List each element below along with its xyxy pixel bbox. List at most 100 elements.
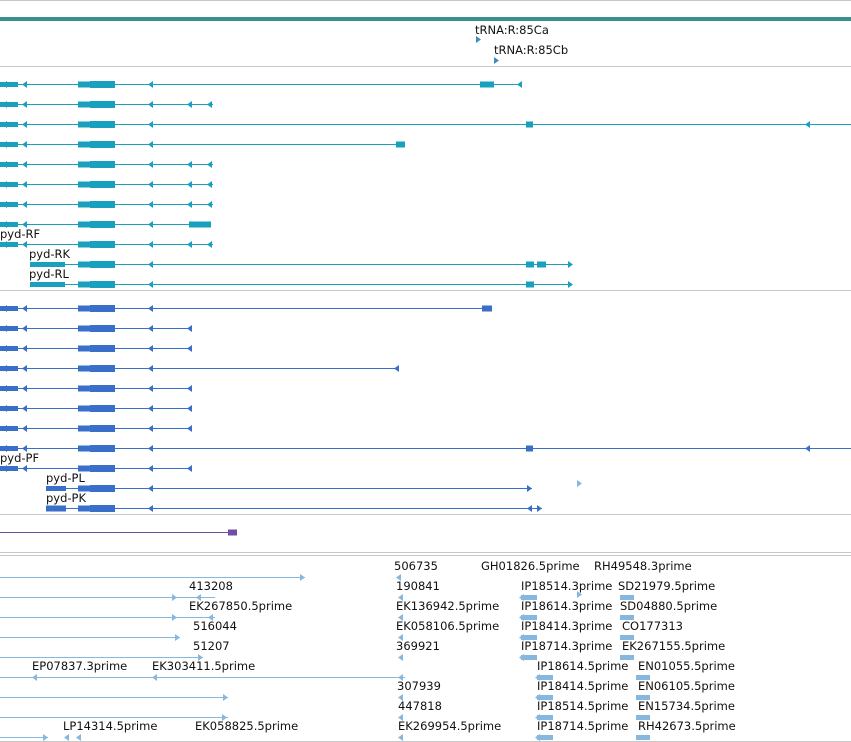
est-label[interactable]: EK269954.5prime (398, 719, 501, 733)
strand-arrow-left-icon (2, 241, 7, 248)
strand-arrow-left-icon (187, 465, 192, 472)
exon-block (526, 445, 533, 452)
track-divider (0, 552, 851, 553)
transcript-label[interactable]: pyd-PF (0, 451, 39, 465)
exon-block (78, 101, 90, 108)
strand-arrow-left-icon (187, 325, 192, 332)
exon-block (0, 446, 18, 451)
est-label[interactable]: EK058106.5prime (396, 619, 499, 633)
est-label[interactable]: IP18714.5prime (537, 719, 628, 733)
strand-arrow-left-icon (22, 221, 27, 228)
strand-arrow-left-icon (148, 405, 153, 412)
est-label[interactable]: EK303411.5prime (152, 659, 255, 673)
strand-arrow-left-icon (187, 385, 192, 392)
strand-arrow-left-icon (148, 81, 153, 88)
strand-arrow-left-icon (22, 241, 27, 248)
strand-arrow-left-icon (76, 734, 81, 741)
est-label[interactable]: EK267155.5prime (622, 639, 725, 653)
exon-block (90, 261, 115, 268)
est-label[interactable]: IP18514.5prime (537, 699, 628, 713)
est-label[interactable]: EK267850.5prime (189, 599, 292, 613)
est-block (537, 735, 553, 740)
exon-block (78, 81, 90, 88)
est-label[interactable]: IP18414.5prime (537, 679, 628, 693)
est-label[interactable]: IP18514.3prime (521, 579, 612, 593)
est-label[interactable]: 447818 (398, 699, 442, 713)
strand-arrow-left-icon (148, 261, 153, 268)
strand-arrow-right-icon (172, 594, 177, 601)
est-label[interactable]: 506735 (394, 559, 438, 573)
est-label[interactable]: 516044 (193, 619, 237, 633)
strand-arrow-left-icon (148, 181, 153, 188)
est-block (636, 715, 650, 720)
strand-arrow-left-icon (22, 121, 27, 128)
strand-arrow-left-icon (148, 241, 153, 248)
est-block (521, 595, 537, 600)
est-label[interactable]: 190841 (396, 579, 440, 593)
trna-feature-label[interactable]: tRNA:R:85Ca (475, 23, 549, 37)
est-label[interactable]: 307939 (397, 679, 441, 693)
est-label[interactable]: EK136942.5prime (396, 599, 499, 613)
strand-arrow-left-icon (2, 181, 7, 188)
transcript-label[interactable]: pyd-PL (46, 471, 85, 485)
strand-arrow-left-icon (32, 674, 37, 681)
est-label[interactable]: EP07837.3prime (32, 659, 127, 673)
est-label[interactable]: IP18614.5prime (537, 659, 628, 673)
strand-arrow-left-icon (187, 241, 192, 248)
exon-block (78, 505, 90, 512)
est-label[interactable]: SD21979.5prime (618, 579, 715, 593)
est-label[interactable]: RH42673.5prime (638, 719, 736, 733)
est-label[interactable]: RH49548.3prime (594, 559, 692, 573)
strand-arrow-right-icon (577, 591, 582, 598)
exon-block (78, 281, 90, 288)
strand-arrow-left-icon (535, 734, 540, 741)
trna-feature-label[interactable]: tRNA:R:85Cb (494, 43, 568, 57)
est-label[interactable]: EN01055.5prime (638, 659, 735, 673)
strand-arrow-right-icon (476, 36, 481, 43)
transcript-label[interactable]: pyd-RF (0, 227, 40, 241)
transcript-label[interactable]: pyd-PK (46, 491, 86, 505)
exon-block (0, 162, 18, 167)
strand-arrow-right-icon (300, 574, 305, 581)
est-label[interactable]: IP18714.3prime (521, 639, 612, 653)
est-label[interactable]: 51207 (193, 639, 230, 653)
est-label[interactable]: 413208 (189, 579, 233, 593)
exon-block (46, 505, 66, 512)
track-divider (0, 514, 851, 515)
exon-block (90, 345, 115, 352)
est-label[interactable]: GH01826.5prime (481, 559, 580, 573)
exon-block (90, 281, 115, 288)
strand-arrow-left-icon (22, 141, 27, 148)
est-label[interactable]: IP18414.3prime (521, 619, 612, 633)
strand-arrow-left-icon (207, 181, 212, 188)
transcript-label[interactable]: pyd-RK (29, 247, 71, 261)
exon-block (90, 221, 115, 228)
exon-block (78, 325, 90, 332)
est-label[interactable]: IP18614.3prime (521, 599, 612, 613)
est-label[interactable]: EK058825.5prime (195, 719, 298, 733)
ruler-bar (0, 17, 851, 18)
est-label[interactable]: 369921 (396, 639, 440, 653)
est-label[interactable]: EN06105.5prime (638, 679, 735, 693)
strand-arrow-left-icon (2, 141, 7, 148)
strand-arrow-left-icon (187, 405, 192, 412)
exon-block (78, 141, 90, 148)
exon-block (90, 121, 115, 128)
est-block (636, 675, 650, 680)
est-label[interactable]: EN15734.5prime (638, 699, 735, 713)
strand-arrow-right-icon (172, 614, 177, 621)
est-label[interactable]: SD04880.5prime (620, 599, 717, 613)
exon-block (396, 141, 405, 148)
est-label[interactable]: CO177313 (622, 619, 683, 633)
exon-block (90, 465, 115, 472)
transcript-label[interactable]: pyd-RL (29, 267, 70, 281)
strand-arrow-left-icon (22, 345, 27, 352)
strand-arrow-left-icon (398, 734, 403, 741)
exon-block (0, 406, 18, 411)
strand-arrow-right-icon (537, 505, 542, 512)
est-block (521, 615, 537, 620)
est-label[interactable]: LP14314.5prime (63, 719, 157, 733)
strand-arrow-left-icon (519, 594, 524, 601)
strand-arrow-left-icon (187, 161, 192, 168)
